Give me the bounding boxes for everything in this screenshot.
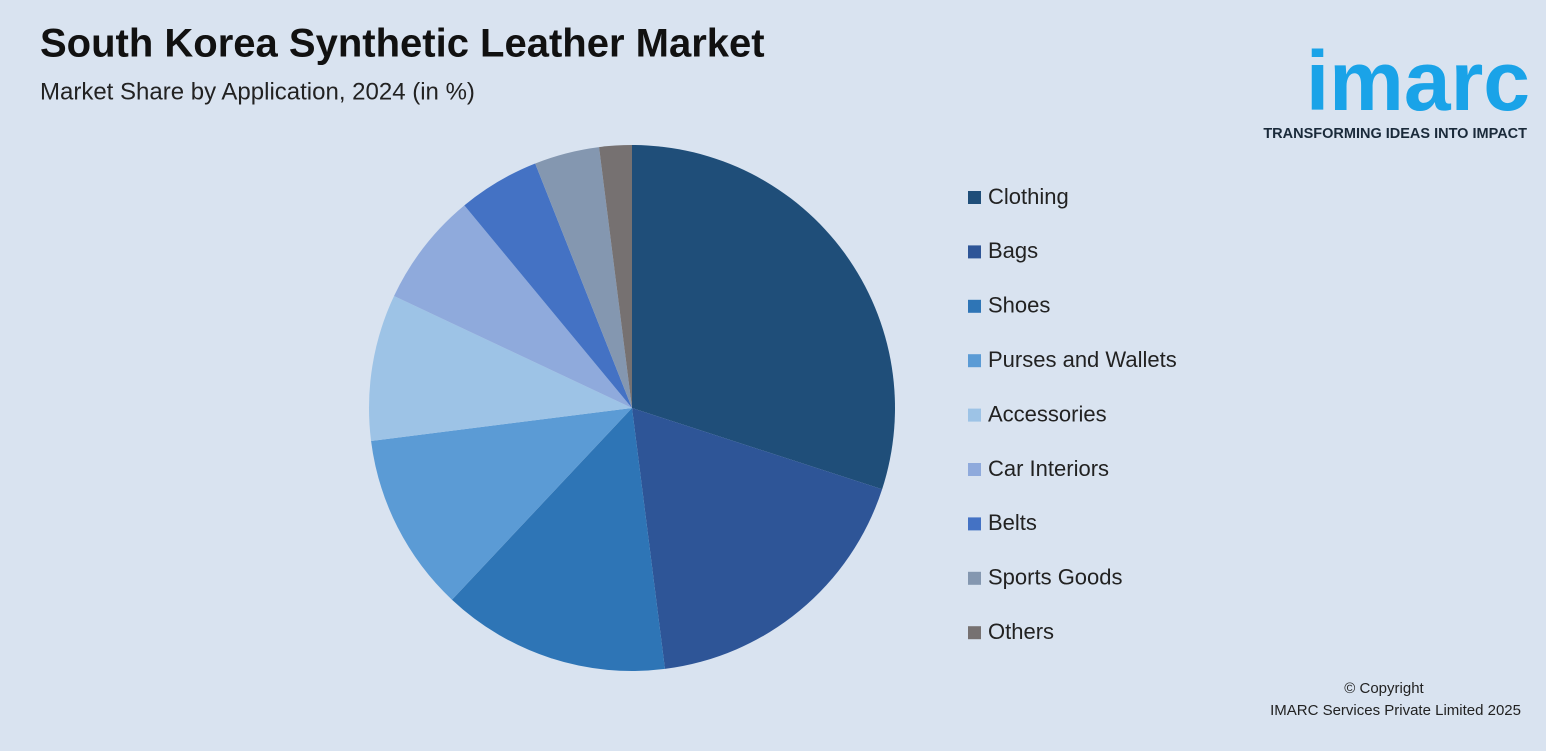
pie-slice [464, 163, 632, 408]
pie-slice [632, 408, 883, 669]
pie-slice [632, 145, 895, 490]
legend-swatch [968, 245, 981, 259]
legend-swatch [968, 354, 981, 368]
pie-slice [394, 205, 632, 408]
copyright: © Copyright [1344, 680, 1424, 697]
legend-swatch [968, 299, 981, 313]
pie-slice [451, 408, 665, 671]
legend-swatch [968, 626, 981, 640]
legend-swatch [968, 517, 981, 531]
logo-tagline: TRANSFORMING IDEAS INTO IMPACT [1263, 126, 1527, 142]
chart-subtitle: Market Share by Application, 2024 (in %) [40, 78, 475, 105]
pie-slice [535, 147, 632, 408]
legend-label: Clothing [988, 184, 1069, 209]
legend-label: Shoes [988, 293, 1050, 318]
legend-swatch [968, 463, 981, 476]
legend-label: Accessories [988, 401, 1107, 426]
legend-label: Sports Goods [988, 565, 1123, 590]
legend-swatch [968, 191, 981, 204]
pie-slice [599, 145, 632, 408]
legend-label: Car Interiors [988, 456, 1109, 481]
legend-label: Purses and Wallets [988, 347, 1177, 372]
legend-label: Others [988, 619, 1054, 644]
legend-label: Bags [988, 238, 1038, 263]
pie-slice [369, 296, 632, 441]
legend-swatch [968, 571, 981, 585]
copyright: IMARC Services Private Limited 2025 [1270, 702, 1521, 719]
legend-label: Belts [988, 510, 1037, 535]
legend-swatch [968, 408, 981, 422]
logo-name: imarc [1306, 34, 1530, 128]
chart-title: South Korea Synthetic Leather Market [40, 22, 765, 66]
pie-slice [371, 408, 632, 600]
